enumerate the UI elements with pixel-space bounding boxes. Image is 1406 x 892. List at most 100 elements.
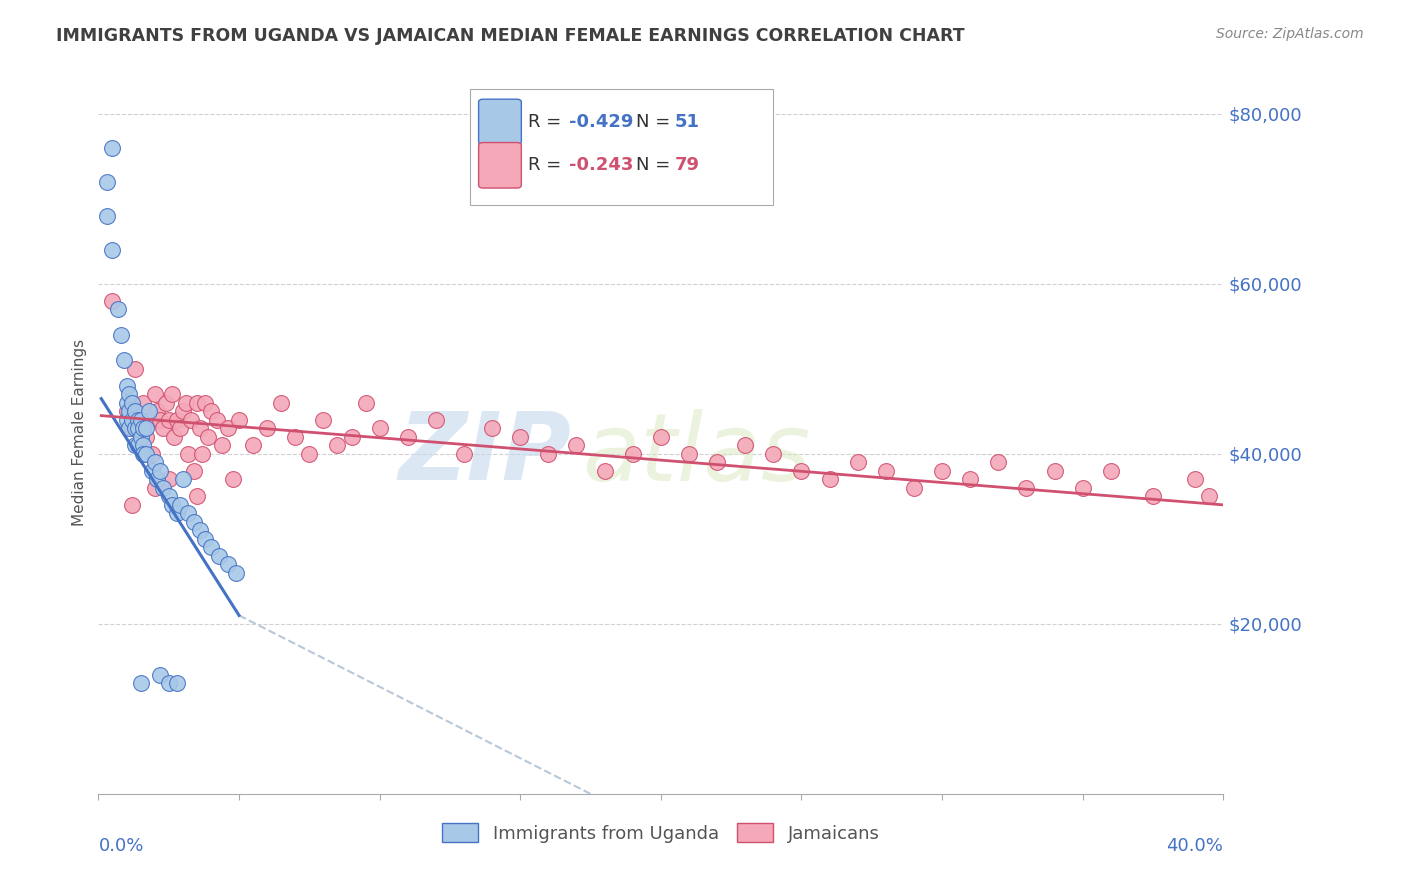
FancyBboxPatch shape: [470, 89, 773, 205]
Text: 0.0%: 0.0%: [98, 838, 143, 855]
Point: [368, 421, 391, 435]
Point: [143, 387, 166, 401]
Point: [166, 413, 188, 427]
Point: [118, 387, 141, 401]
Point: [217, 421, 239, 435]
Point: [146, 472, 169, 486]
Point: [121, 498, 143, 512]
Point: [169, 498, 191, 512]
Point: [149, 464, 172, 478]
Point: [160, 387, 183, 401]
Point: [256, 421, 278, 435]
Point: [183, 464, 205, 478]
Point: [115, 379, 138, 393]
Point: [163, 430, 186, 444]
Point: [931, 464, 953, 478]
Point: [172, 404, 194, 418]
Point: [650, 430, 672, 444]
Point: [177, 447, 200, 461]
Point: [160, 498, 183, 512]
Point: [129, 430, 152, 444]
Point: [1071, 481, 1094, 495]
Point: [200, 541, 222, 555]
Point: [183, 515, 205, 529]
Point: [326, 438, 349, 452]
Point: [225, 566, 247, 580]
Point: [129, 676, 152, 690]
Point: [152, 481, 174, 495]
Point: [129, 413, 152, 427]
Point: [149, 413, 172, 427]
Point: [1099, 464, 1122, 478]
Text: N =: N =: [636, 156, 676, 174]
Point: [734, 438, 756, 452]
Point: [121, 421, 143, 435]
Point: [481, 421, 503, 435]
Point: [312, 413, 335, 427]
Point: [1184, 472, 1206, 486]
Point: [101, 141, 124, 155]
Text: N =: N =: [636, 113, 676, 131]
Point: [565, 438, 588, 452]
FancyBboxPatch shape: [478, 99, 522, 145]
Y-axis label: Median Female Earnings: Median Female Earnings: [72, 339, 87, 526]
Point: [1198, 489, 1220, 503]
Point: [132, 447, 155, 461]
Text: atlas: atlas: [582, 409, 810, 500]
Point: [453, 447, 475, 461]
Point: [172, 472, 194, 486]
Point: [790, 464, 813, 478]
Text: ZIP: ZIP: [398, 409, 571, 500]
Point: [121, 396, 143, 410]
Point: [1142, 489, 1164, 503]
Point: [141, 447, 163, 461]
Point: [157, 489, 180, 503]
Point: [157, 413, 180, 427]
Point: [205, 413, 228, 427]
Point: [593, 464, 616, 478]
Point: [124, 404, 146, 418]
Text: R =: R =: [529, 156, 567, 174]
Text: -0.243: -0.243: [568, 156, 633, 174]
Point: [129, 421, 152, 435]
Point: [425, 413, 447, 427]
Point: [115, 396, 138, 410]
Point: [121, 413, 143, 427]
Point: [186, 489, 208, 503]
Point: [270, 396, 292, 410]
Point: [135, 430, 157, 444]
Point: [115, 404, 138, 418]
Point: [118, 421, 141, 435]
Text: -0.429: -0.429: [568, 113, 633, 131]
Point: [146, 404, 169, 418]
Point: [138, 413, 160, 427]
Point: [127, 438, 149, 452]
Point: [166, 507, 188, 521]
Point: [228, 413, 250, 427]
Point: [107, 302, 129, 317]
Point: [875, 464, 897, 478]
Point: [110, 327, 132, 342]
Point: [818, 472, 841, 486]
Point: [127, 413, 149, 427]
Point: [124, 438, 146, 452]
Point: [157, 676, 180, 690]
Point: [112, 353, 135, 368]
Point: [132, 421, 155, 435]
Point: [211, 438, 233, 452]
Point: [96, 209, 118, 223]
Point: [152, 421, 174, 435]
Point: [143, 481, 166, 495]
Point: [177, 507, 200, 521]
Point: [222, 472, 245, 486]
Point: [132, 438, 155, 452]
Point: [188, 421, 211, 435]
Point: [124, 362, 146, 376]
Point: [96, 175, 118, 189]
Point: [138, 404, 160, 418]
Point: [987, 455, 1010, 469]
Text: R =: R =: [529, 113, 567, 131]
Point: [155, 396, 177, 410]
Point: [217, 558, 239, 572]
Point: [127, 413, 149, 427]
